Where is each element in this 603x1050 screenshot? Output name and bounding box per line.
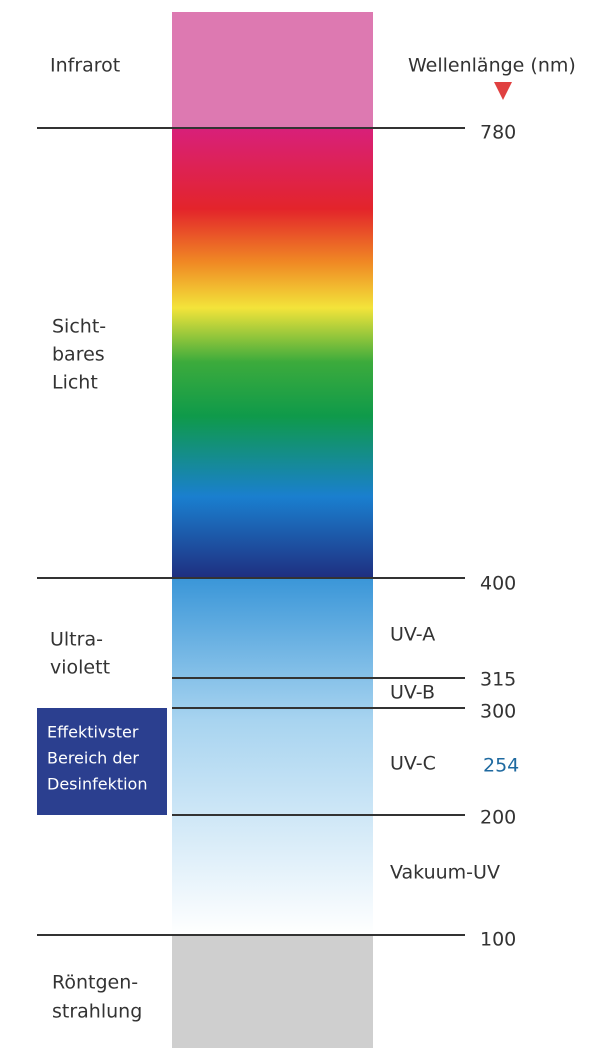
wavelength-label: 100: [480, 929, 516, 951]
highlight-box: [37, 708, 167, 815]
visible-band: [172, 128, 373, 578]
region-label: Infrarot: [50, 55, 120, 77]
region-label: violett: [50, 657, 110, 679]
region-label: Röntgen-: [52, 972, 138, 994]
xray-band: [172, 935, 373, 1048]
axis-label: Wellenlänge (nm): [408, 55, 576, 77]
region-label: Sicht-: [52, 316, 106, 338]
band-label: UV-B: [390, 682, 435, 704]
region-label: strahlung: [52, 1001, 142, 1023]
wavelength-label: 300: [480, 701, 516, 723]
wavelength-label: 400: [480, 573, 516, 595]
band-label: UV-A: [390, 624, 435, 646]
wavelength-label: 780: [480, 122, 516, 144]
band-label: Vakuum-UV: [390, 862, 500, 884]
highlight-text: Bereich der: [47, 749, 139, 768]
band-label: UV-C: [390, 753, 436, 775]
wavelength-label: 315: [480, 669, 516, 691]
highlight-text: Desinfektion: [47, 775, 147, 794]
infrared-band: [172, 12, 373, 128]
highlight-text: Effektivster: [47, 723, 139, 742]
wavelength-label: 254: [483, 755, 519, 777]
region-label: Licht: [52, 372, 98, 394]
uv-band: [172, 578, 373, 935]
wavelength-label: 200: [480, 807, 516, 829]
region-label: bares: [52, 344, 105, 366]
region-label: Ultra-: [50, 629, 103, 651]
arrow-marker: [494, 82, 512, 100]
